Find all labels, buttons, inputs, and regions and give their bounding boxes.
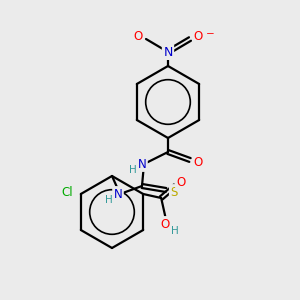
Text: −: − bbox=[206, 29, 215, 39]
Text: O: O bbox=[160, 218, 170, 230]
Text: N: N bbox=[163, 46, 173, 59]
Text: H: H bbox=[129, 165, 137, 175]
Text: O: O bbox=[194, 157, 202, 169]
Text: O: O bbox=[177, 176, 186, 188]
Text: S: S bbox=[170, 185, 178, 199]
Text: H: H bbox=[105, 195, 113, 205]
Text: N: N bbox=[138, 158, 146, 170]
Text: H: H bbox=[171, 226, 179, 236]
Text: O: O bbox=[194, 31, 202, 44]
Text: N: N bbox=[114, 188, 122, 200]
Text: O: O bbox=[134, 31, 142, 44]
Text: Cl: Cl bbox=[61, 185, 73, 199]
